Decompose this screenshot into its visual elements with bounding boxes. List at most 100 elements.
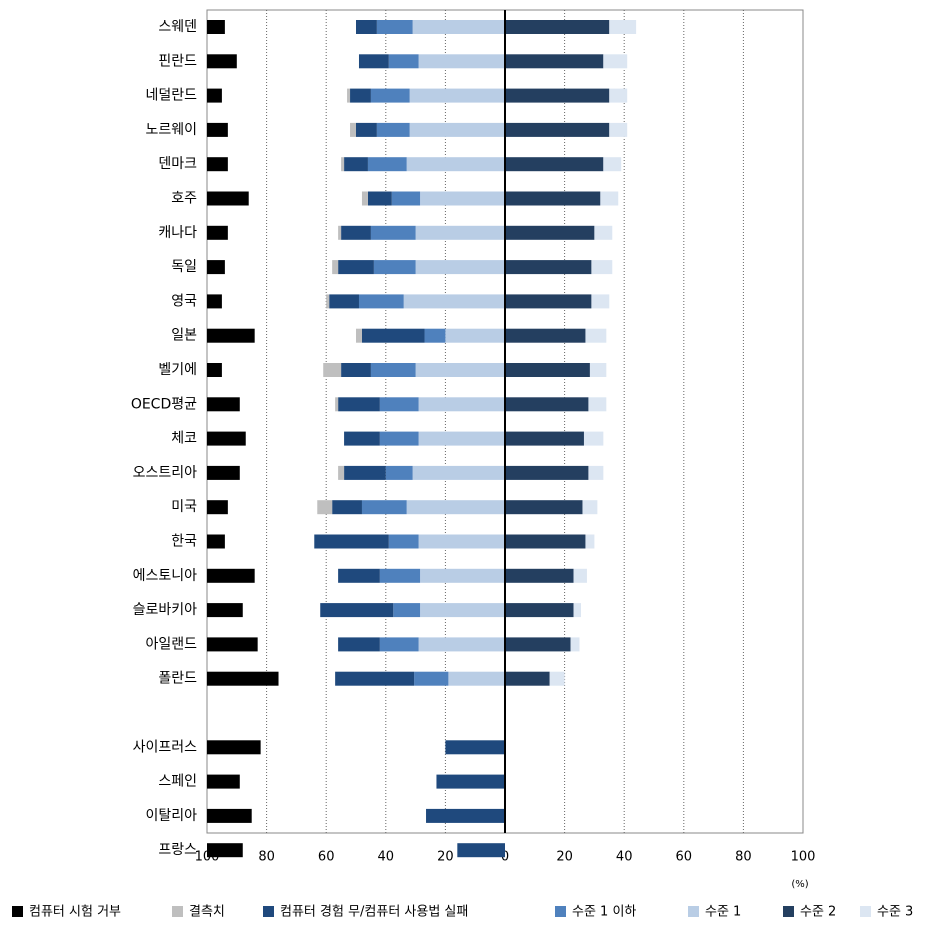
bar — [379, 568, 421, 583]
bar — [379, 431, 419, 446]
bar — [207, 534, 225, 549]
bar — [207, 843, 243, 858]
bar — [409, 122, 505, 137]
bar — [207, 363, 222, 377]
bar — [207, 54, 237, 69]
bar — [603, 54, 628, 69]
bar — [436, 774, 505, 789]
bar — [415, 225, 505, 240]
category-label: 노르웨이 — [145, 122, 197, 138]
bar — [379, 637, 419, 652]
bar — [350, 88, 371, 103]
category-label: 이탈리아 — [145, 808, 197, 824]
bar — [406, 500, 505, 515]
bar — [341, 363, 371, 377]
legend-label: 수준 2 — [800, 905, 836, 920]
bar — [207, 431, 246, 446]
category-label: 핀란드 — [158, 53, 197, 69]
x-tick-label: 80 — [258, 850, 275, 865]
bar — [505, 294, 592, 309]
category-label: 네덜란드 — [145, 88, 197, 104]
bar — [418, 534, 505, 549]
bar — [588, 397, 607, 412]
bar — [376, 20, 413, 34]
x-tick-label: 60 — [318, 850, 335, 865]
category-label: OECD평균 — [131, 396, 197, 412]
category-label: 스페인 — [158, 774, 197, 790]
bar — [376, 122, 410, 137]
bar — [406, 157, 505, 172]
category-label: 덴마크 — [158, 156, 197, 172]
category-label: 사이프러스 — [133, 739, 198, 755]
bar — [588, 465, 604, 480]
bar — [335, 671, 415, 686]
bar — [505, 500, 583, 515]
category-label: 독일 — [171, 259, 197, 275]
bar — [341, 157, 345, 172]
bar — [505, 328, 586, 343]
legend-swatch — [263, 906, 274, 917]
bar — [385, 465, 413, 480]
bar — [505, 568, 574, 583]
legend-swatch — [783, 906, 794, 917]
bar — [370, 225, 416, 240]
bar — [391, 191, 421, 206]
bar — [445, 740, 505, 755]
bar — [207, 465, 240, 480]
category-label: 한국 — [171, 534, 197, 550]
bar — [585, 328, 607, 343]
legend-label: 결측치 — [189, 905, 225, 920]
bar — [505, 397, 589, 412]
bar — [361, 500, 407, 515]
bar — [415, 363, 505, 377]
bar — [207, 397, 240, 412]
legend-label: 컴퓨터 경험 무/컴퓨터 사용법 실패 — [280, 905, 468, 920]
bar — [367, 191, 392, 206]
bar — [207, 637, 258, 652]
bar — [609, 88, 628, 103]
bar — [505, 88, 610, 103]
category-label: 슬로바키아 — [133, 602, 198, 618]
bar — [361, 328, 425, 343]
bar — [585, 534, 595, 549]
bar — [207, 603, 243, 618]
bar — [338, 225, 342, 240]
bar — [505, 603, 574, 618]
bar — [320, 603, 394, 618]
bar — [505, 465, 589, 480]
bar — [418, 431, 505, 446]
bar — [341, 225, 371, 240]
bar — [603, 157, 622, 172]
bar — [207, 225, 228, 240]
bar — [207, 671, 279, 686]
category-label: 일본 — [171, 328, 197, 344]
x-tick-label: 20 — [437, 850, 454, 865]
bar — [418, 54, 505, 69]
bar — [207, 808, 252, 823]
bar — [338, 397, 380, 412]
bar — [207, 260, 225, 275]
bar — [358, 294, 404, 309]
bar — [415, 260, 505, 275]
legend-swatch — [12, 906, 23, 917]
bar — [420, 603, 505, 618]
bar — [609, 122, 628, 137]
x-tick-label: 20 — [556, 850, 573, 865]
x-tick-label: 40 — [616, 850, 633, 865]
category-label: 폴란드 — [158, 671, 197, 687]
bar — [549, 671, 565, 686]
bar — [332, 500, 362, 515]
bar — [338, 260, 374, 275]
legend-swatch — [555, 906, 566, 917]
legend-label: 수준 1 — [705, 905, 741, 920]
category-label: 에스토니아 — [133, 568, 198, 584]
bar — [356, 122, 377, 137]
bar — [573, 603, 581, 618]
bar — [609, 20, 637, 34]
bar — [332, 260, 339, 275]
bar — [420, 568, 505, 583]
bar — [207, 122, 228, 137]
bar — [207, 157, 228, 172]
legend-label: 수준 3 — [877, 905, 913, 920]
x-tick-label: 100 — [791, 850, 816, 865]
